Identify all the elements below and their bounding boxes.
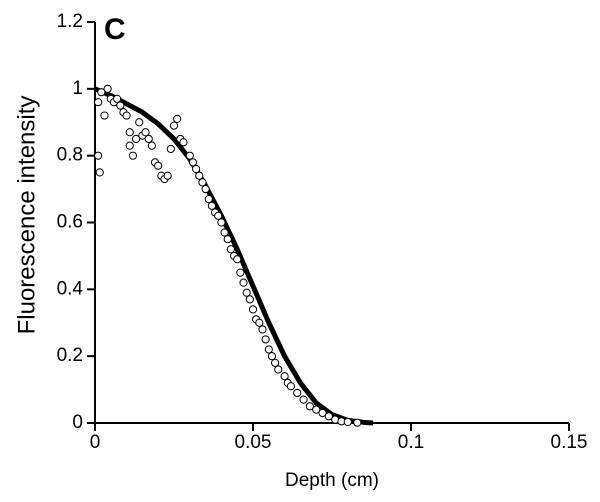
data-point xyxy=(223,235,232,244)
data-point xyxy=(188,158,198,167)
data-point xyxy=(255,318,264,327)
data-point xyxy=(353,418,362,427)
panel-label: C xyxy=(104,13,126,46)
data-point xyxy=(192,164,201,174)
data-point xyxy=(179,138,188,147)
data-point xyxy=(324,412,333,421)
data-point xyxy=(95,168,104,177)
data-point xyxy=(214,211,223,220)
x-tick-label: 0.1 xyxy=(398,432,424,453)
data-point xyxy=(125,141,134,150)
data-point xyxy=(204,195,213,204)
data-point xyxy=(128,151,138,160)
x-tick-label: 0.15 xyxy=(551,432,588,453)
data-point xyxy=(166,144,175,154)
y-tick-label: 0 xyxy=(72,412,83,433)
data-point xyxy=(122,111,131,120)
data-point xyxy=(299,395,308,404)
data-point xyxy=(169,121,179,130)
data-point xyxy=(245,295,254,304)
data-point xyxy=(201,184,210,194)
data-point xyxy=(261,335,270,344)
data-point xyxy=(113,94,122,103)
y-tick-label: 0.2 xyxy=(57,345,83,366)
data-point xyxy=(236,268,245,277)
data-point xyxy=(94,98,103,107)
data-point xyxy=(343,417,352,427)
data-point xyxy=(207,201,217,210)
data-point xyxy=(154,161,163,170)
data-point xyxy=(318,408,327,418)
data-point xyxy=(100,111,109,120)
data-point xyxy=(131,134,141,144)
data-point xyxy=(141,128,150,137)
data-point xyxy=(286,382,296,391)
x-tick-label: 0 xyxy=(90,432,101,453)
data-point xyxy=(198,178,207,187)
data-point xyxy=(173,114,182,124)
data-point xyxy=(280,372,289,381)
y-tick-label: 0.6 xyxy=(57,212,83,233)
data-point xyxy=(233,255,242,264)
data-point xyxy=(305,402,314,411)
y-axis-label: Fluorescence intensity xyxy=(13,96,40,335)
data-point xyxy=(103,84,112,93)
data-point xyxy=(185,151,194,160)
data-point xyxy=(242,288,251,297)
data-point xyxy=(264,345,273,354)
x-axis-label: Depth (cm) xyxy=(285,470,379,491)
data-point xyxy=(274,365,283,374)
data-point xyxy=(312,405,321,414)
data-point xyxy=(125,128,134,137)
data-point xyxy=(258,325,267,334)
data-point xyxy=(97,88,106,97)
data-point xyxy=(267,352,277,361)
y-tick-label: 1 xyxy=(72,78,83,99)
data-point xyxy=(163,171,172,180)
data-point xyxy=(293,388,302,398)
data-point xyxy=(220,228,229,237)
data-point xyxy=(94,151,103,160)
y-tick-label: 1.2 xyxy=(57,11,83,32)
data-point xyxy=(144,134,153,144)
data-point xyxy=(271,358,280,367)
data-point xyxy=(248,305,258,314)
data-point xyxy=(195,171,204,180)
y-tick-label: 0.4 xyxy=(57,278,84,299)
data-point xyxy=(116,101,125,110)
data-point xyxy=(135,118,144,127)
y-tick-label: 0.8 xyxy=(57,145,83,166)
data-point xyxy=(147,141,156,150)
data-point xyxy=(217,218,226,227)
x-tick-label: 0.05 xyxy=(235,432,272,453)
data-point xyxy=(239,278,248,287)
data-point xyxy=(226,245,235,254)
